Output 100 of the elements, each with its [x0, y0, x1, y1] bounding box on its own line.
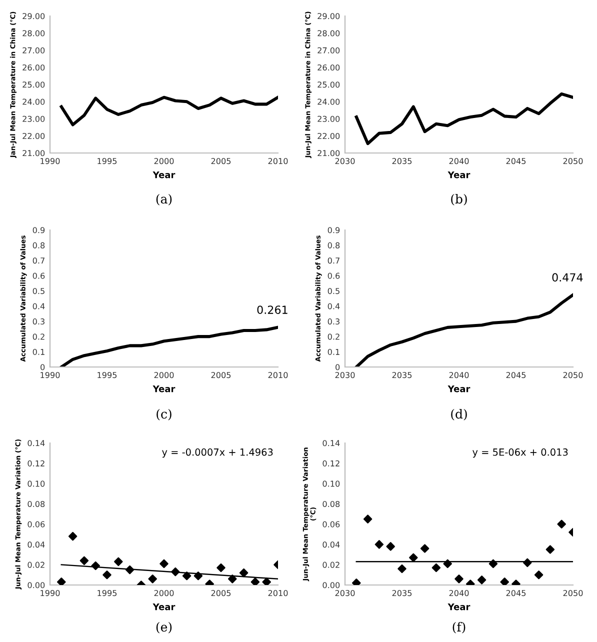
y-tick-label: 0.08	[322, 500, 340, 508]
y-tick-label: 0	[40, 364, 45, 370]
point	[125, 565, 134, 574]
point	[250, 578, 260, 585]
point	[239, 568, 248, 578]
annotation: y = -0.0007x + 1.4963	[162, 448, 273, 458]
x-tick-label: 2000	[154, 158, 174, 164]
x-tick-label: 2035	[392, 372, 412, 378]
y-tick-label: 0.6	[32, 272, 45, 279]
x-axis-title: Year	[152, 603, 176, 610]
y-tick-label: 0.12	[322, 460, 340, 466]
line-series	[60, 326, 278, 367]
point	[454, 574, 464, 584]
y-tick-label: 21.00	[22, 150, 45, 156]
point	[352, 578, 361, 585]
x-tick-label: 2045	[506, 590, 526, 596]
y-tick-label: 21.00	[318, 150, 340, 156]
point	[102, 570, 112, 580]
y-tick-label: 0.08	[28, 500, 45, 508]
point	[194, 572, 203, 580]
y-tick-label: 26.00	[318, 64, 340, 71]
x-axis-title: Year	[152, 171, 176, 178]
y-tick-label: 22.00	[318, 132, 340, 140]
x-tick-label: 2040	[449, 158, 469, 164]
x-tick-label: 1990	[40, 372, 60, 378]
text: (f)	[452, 622, 466, 634]
point	[68, 532, 78, 541]
point	[182, 572, 192, 580]
x-tick-label: 2005	[211, 372, 231, 378]
y-tick-label: 0.6	[328, 272, 340, 279]
point	[386, 542, 395, 551]
point	[557, 520, 566, 529]
x-tick-label: 1995	[98, 590, 117, 596]
x-tick-label: 2010	[268, 372, 288, 378]
y-tick-label: 0.3	[32, 318, 44, 325]
x-tick-label: 1990	[40, 590, 60, 596]
point	[500, 578, 509, 585]
point	[398, 564, 406, 574]
text: (a)	[156, 194, 172, 206]
y-tick-label: 0.12	[28, 460, 44, 466]
x-tick-label: 2005	[211, 158, 231, 164]
y-tick-label: 0.5	[32, 288, 44, 294]
point	[420, 544, 430, 553]
x-tick-label: 2035	[392, 590, 412, 596]
y-tick-label: 0.14	[322, 440, 340, 446]
y-tick-label: 0.9	[32, 227, 45, 234]
y-tick-label: 0	[336, 364, 340, 370]
line-series	[354, 92, 573, 146]
x-tick-label: 2050	[563, 590, 583, 596]
y-tick-label: 0.04	[322, 542, 340, 548]
x-tick-label: 2005	[211, 590, 231, 596]
y-tick-label: 0.2	[32, 334, 44, 340]
y-tick-label: 0.5	[328, 288, 340, 294]
y-tick-label: 27.00	[318, 47, 340, 54]
point	[228, 574, 237, 584]
y-tick-label: 0.10	[322, 480, 340, 487]
y-tick-label: 0.02	[322, 562, 340, 568]
x-tick-label: 2030	[335, 158, 355, 164]
text: (d)	[451, 408, 467, 420]
line-series	[354, 293, 573, 367]
x-axis-title: Year	[448, 171, 470, 178]
y-tick-label: 0.02	[28, 562, 44, 568]
point	[57, 578, 66, 585]
y-tick-label: 0.04	[28, 542, 45, 548]
text: (e)	[156, 622, 172, 634]
x-tick-label: 2010	[268, 158, 288, 164]
x-tick-label: 2030	[335, 590, 355, 596]
x-tick-label: 2035	[392, 158, 412, 164]
y-tick-label: 27.00	[22, 47, 45, 54]
y-tick-label: 0.06	[322, 521, 340, 528]
y-tick-label: 29.00	[22, 13, 45, 20]
point	[488, 559, 498, 568]
point	[546, 545, 555, 554]
point	[91, 561, 100, 570]
x-tick-label: 2000	[154, 590, 174, 596]
point	[523, 558, 532, 568]
x-tick-label: 2030	[335, 372, 355, 378]
x-tick-label: 2010	[268, 590, 288, 596]
x-tick-label: 2045	[506, 158, 526, 164]
y-tick-label: 0.7	[32, 258, 44, 264]
y-tick-label: 0.10	[28, 480, 45, 487]
point	[216, 563, 226, 572]
x-axis-title: Year	[448, 385, 470, 392]
x-tick-label: 2000	[154, 372, 174, 378]
y-tick-label: 22.00	[22, 132, 45, 140]
y-tick-label: 0.3	[328, 318, 340, 325]
y-tick-label: 0.8	[328, 242, 340, 248]
x-tick-label: 1995	[98, 372, 117, 378]
y-tick-label: 24.00	[318, 98, 340, 105]
x-axis-title: Year	[152, 385, 176, 392]
point	[80, 556, 89, 566]
y-tick-label: 0.2	[328, 334, 340, 340]
data-label: 0.261	[257, 306, 288, 314]
y-tick-label: 0.9	[328, 227, 340, 234]
x-tick-label: 2040	[449, 590, 469, 596]
point	[148, 574, 157, 584]
data-label: 0.474	[552, 273, 583, 282]
y-tick-label: 29.00	[318, 13, 340, 20]
point	[171, 567, 180, 576]
point	[374, 540, 384, 549]
